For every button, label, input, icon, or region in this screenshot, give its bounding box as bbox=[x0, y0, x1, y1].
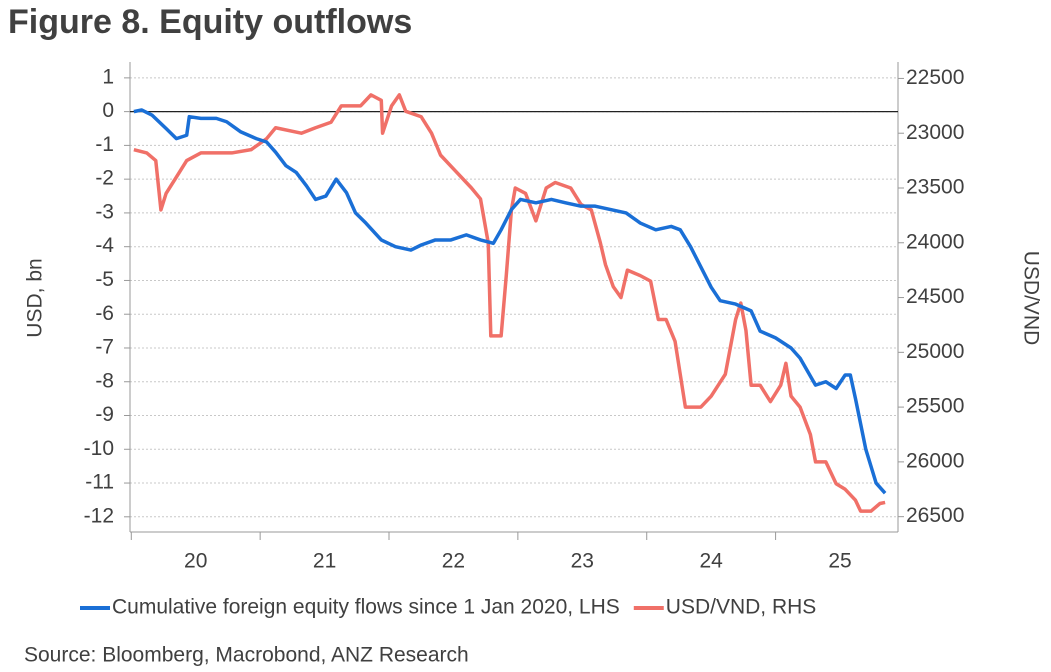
y2-tick-label: 24000 bbox=[906, 230, 964, 253]
y-tick-label: -2 bbox=[95, 167, 114, 190]
y-tick-label: 0 bbox=[102, 99, 114, 122]
y2-tick-label: 24500 bbox=[906, 285, 964, 308]
x-tick-label: 22 bbox=[442, 550, 465, 573]
series-line bbox=[133, 108, 887, 495]
chart-title: Figure 8. Equity outflows bbox=[8, 3, 412, 41]
x-tick-label: 25 bbox=[828, 550, 851, 573]
x-tick-label: 23 bbox=[571, 550, 594, 573]
y-tick-label: -11 bbox=[85, 471, 114, 494]
y2-tick-label: 23500 bbox=[906, 176, 964, 199]
y2-tick-label: 22500 bbox=[906, 66, 964, 89]
y2-tick-label: 25000 bbox=[906, 340, 964, 363]
y-tick-label: -3 bbox=[95, 200, 114, 223]
y2-tick-label: 26000 bbox=[906, 449, 964, 472]
y2-tick-label: 23000 bbox=[906, 121, 964, 144]
series-line bbox=[133, 93, 886, 513]
y2-axis-label: USD/VND bbox=[1019, 251, 1042, 346]
y-tick-label: -1 bbox=[95, 133, 114, 156]
x-tick-label: 20 bbox=[184, 550, 207, 573]
y-tick-label: -10 bbox=[84, 437, 114, 460]
y-axis-label: USD, bn bbox=[24, 258, 47, 337]
legend-label: Cumulative foreign equity flows since 1 … bbox=[112, 596, 620, 619]
y-tick-label: -4 bbox=[95, 234, 114, 257]
y-tick-label: -8 bbox=[95, 369, 114, 392]
y2-tick-label: 25500 bbox=[906, 395, 964, 418]
x-tick-label: 21 bbox=[313, 550, 336, 573]
source: Source: Bloomberg, Macrobond, ANZ Resear… bbox=[24, 644, 469, 667]
y-tick-label: -5 bbox=[95, 268, 114, 291]
y-tick-label: -12 bbox=[84, 504, 114, 527]
y2-tick-label: 26500 bbox=[906, 504, 964, 527]
y-tick-label: -9 bbox=[95, 403, 114, 426]
y-tick-label: -7 bbox=[95, 336, 114, 359]
y-tick-label: 1 bbox=[102, 65, 114, 88]
x-tick-label: 24 bbox=[699, 550, 723, 573]
y-tick-label: -6 bbox=[95, 302, 114, 325]
legend-label: USD/VND, RHS bbox=[666, 596, 817, 619]
